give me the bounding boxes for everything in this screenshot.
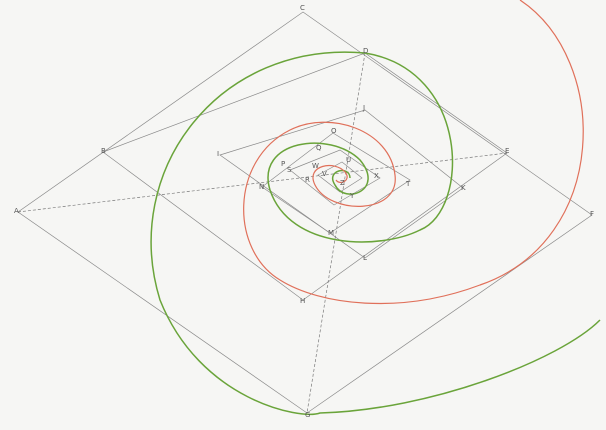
point-label: W — [312, 162, 319, 170]
point-label: R — [305, 176, 310, 184]
point-label: O — [331, 127, 337, 135]
point-label: P — [281, 160, 285, 168]
point-label: N — [259, 183, 264, 191]
point-label: V — [322, 170, 327, 178]
point-label: U — [346, 156, 351, 164]
construction-lines — [17, 11, 593, 414]
point-label: T — [405, 180, 411, 188]
point-label: D — [363, 47, 368, 55]
point-label: J — [362, 104, 365, 112]
point-label: I — [217, 150, 219, 158]
point-label: Q — [316, 144, 322, 152]
spirals — [150, 0, 601, 416]
point-label: Z — [340, 179, 345, 187]
point-label: X — [374, 172, 379, 180]
point-label: M — [328, 229, 334, 237]
point-label: Y — [349, 192, 355, 200]
point-label: K — [461, 184, 466, 192]
point-label: S — [287, 166, 292, 174]
point-label: C — [300, 4, 305, 12]
point-label: F — [590, 210, 594, 218]
point-label: A — [14, 207, 19, 215]
point-label: G — [305, 411, 310, 419]
point-labels: C D B A E F G H I J K L M N O P Q R S T U VW X YZ — [14, 4, 594, 419]
point-label: B — [101, 147, 106, 155]
point-label: H — [300, 297, 305, 305]
point-label: L — [363, 254, 367, 262]
point-label: E — [505, 147, 509, 155]
